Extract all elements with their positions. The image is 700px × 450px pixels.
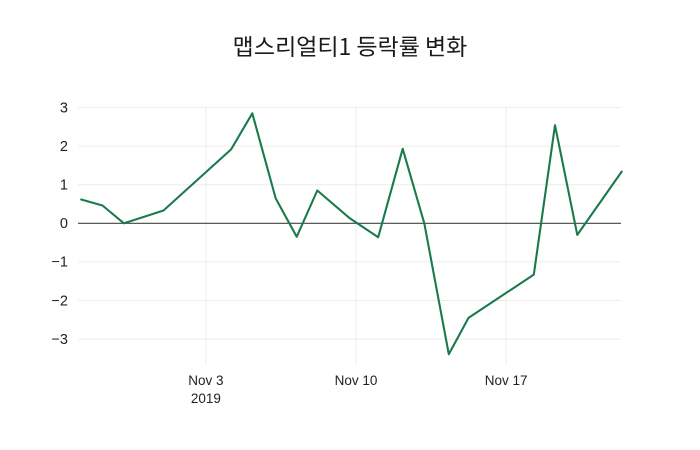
svg-text:−2: −2	[51, 293, 68, 309]
svg-text:−1: −1	[51, 255, 68, 271]
svg-text:0: 0	[60, 216, 68, 232]
svg-text:2019: 2019	[191, 391, 221, 406]
svg-text:2: 2	[60, 139, 68, 155]
svg-text:Nov 17: Nov 17	[485, 373, 528, 388]
svg-text:Nov 3: Nov 3	[188, 373, 223, 388]
svg-text:Nov 10: Nov 10	[335, 373, 378, 388]
svg-text:−3: −3	[51, 332, 68, 348]
svg-text:1: 1	[60, 178, 68, 194]
svg-text:3: 3	[60, 100, 68, 116]
